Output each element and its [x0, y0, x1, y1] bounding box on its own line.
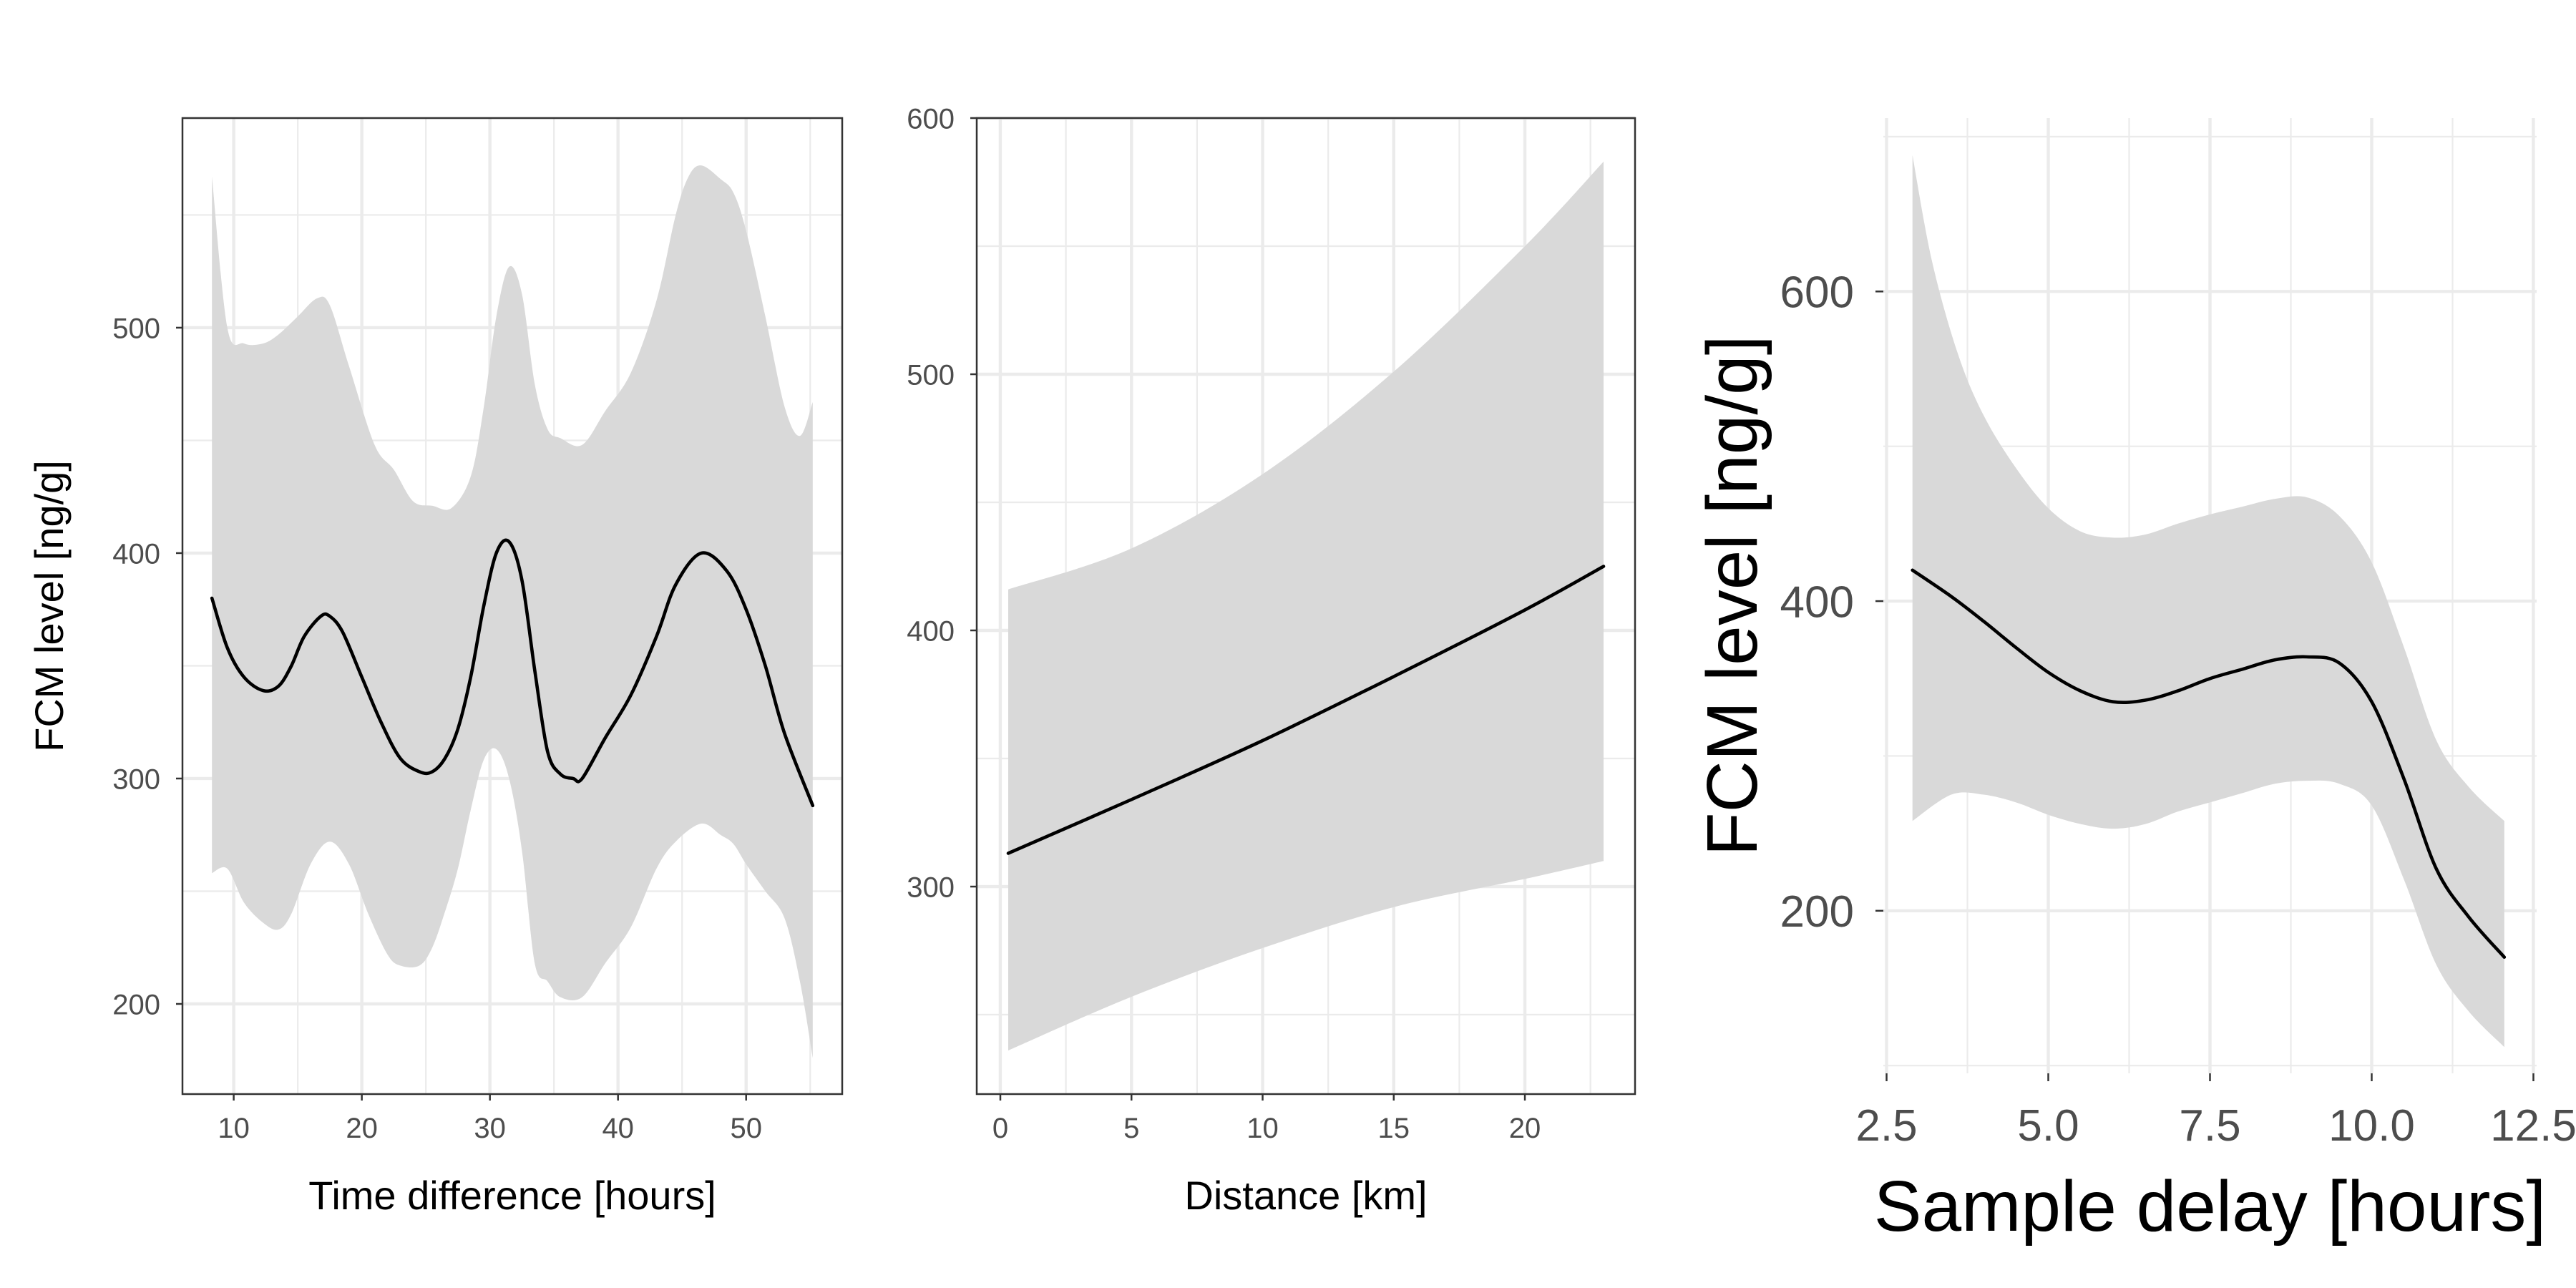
y-tick-label: 400	[112, 538, 160, 570]
x-tick-label: 40	[602, 1113, 634, 1144]
x-tick-label: 15	[1378, 1113, 1410, 1144]
x-tick-label: 5.0	[2017, 1101, 2079, 1151]
y-tick-label: 400	[907, 615, 955, 647]
y-axis-title: FCM level [ng/g]	[26, 460, 72, 752]
x-tick-label: 5	[1123, 1113, 1139, 1144]
panel-distance: 0 5 10 15 20 300 400 500 600 Distance [km]	[907, 103, 1636, 1218]
y-tick-label: 500	[907, 359, 955, 391]
x-tick-label: 12.5	[2490, 1101, 2576, 1151]
x-axis-title: Sample delay [hours]	[1874, 1166, 2546, 1246]
panel-time-difference: 10 20 30 40 50 200 300 400 500 Time difference [h…	[26, 117, 844, 1218]
x-tick-label: 2.5	[1855, 1101, 1917, 1151]
y-tick-label: 600	[907, 103, 955, 135]
x-tick-label: 20	[346, 1113, 378, 1144]
x-axis-title: Time difference [hours]	[308, 1173, 716, 1218]
panel-sample-delay: 2.5 5.0 7.5 10.0 12.5 200 400 600 Sample delay […	[1692, 118, 2576, 1246]
x-tick-label: 0	[992, 1113, 1008, 1144]
fit-line	[1911, 568, 2507, 959]
y-tick-label: 400	[1780, 577, 1854, 627]
y-tick-label: 500	[112, 313, 160, 344]
x-tick-label: 7.5	[2179, 1101, 2240, 1151]
panel-border	[181, 117, 844, 1096]
confidence-band	[1912, 155, 2504, 1048]
confidence-band	[1008, 161, 1604, 1051]
x-axis-title: Distance [km]	[1184, 1173, 1427, 1218]
x-tick-label: 20	[1509, 1113, 1541, 1144]
x-tick-label: 10	[1246, 1113, 1279, 1144]
y-tick-label: 300	[907, 872, 955, 903]
x-tick-label: 50	[730, 1113, 762, 1144]
y-tick-label: 600	[1780, 268, 1854, 318]
fit-line	[1006, 565, 1606, 855]
y-axis-title: FCM level [ng/g]	[1692, 335, 1772, 856]
x-tick-label: 10	[218, 1113, 250, 1144]
x-tick-label: 10.0	[2328, 1101, 2415, 1151]
panel-border	[975, 117, 1636, 1096]
y-tick-label: 300	[112, 763, 160, 795]
y-tick-label: 200	[112, 989, 160, 1020]
fit-line	[210, 538, 815, 808]
confidence-band	[212, 165, 813, 1058]
y-tick-label: 200	[1780, 887, 1854, 937]
x-tick-label: 30	[474, 1113, 506, 1144]
